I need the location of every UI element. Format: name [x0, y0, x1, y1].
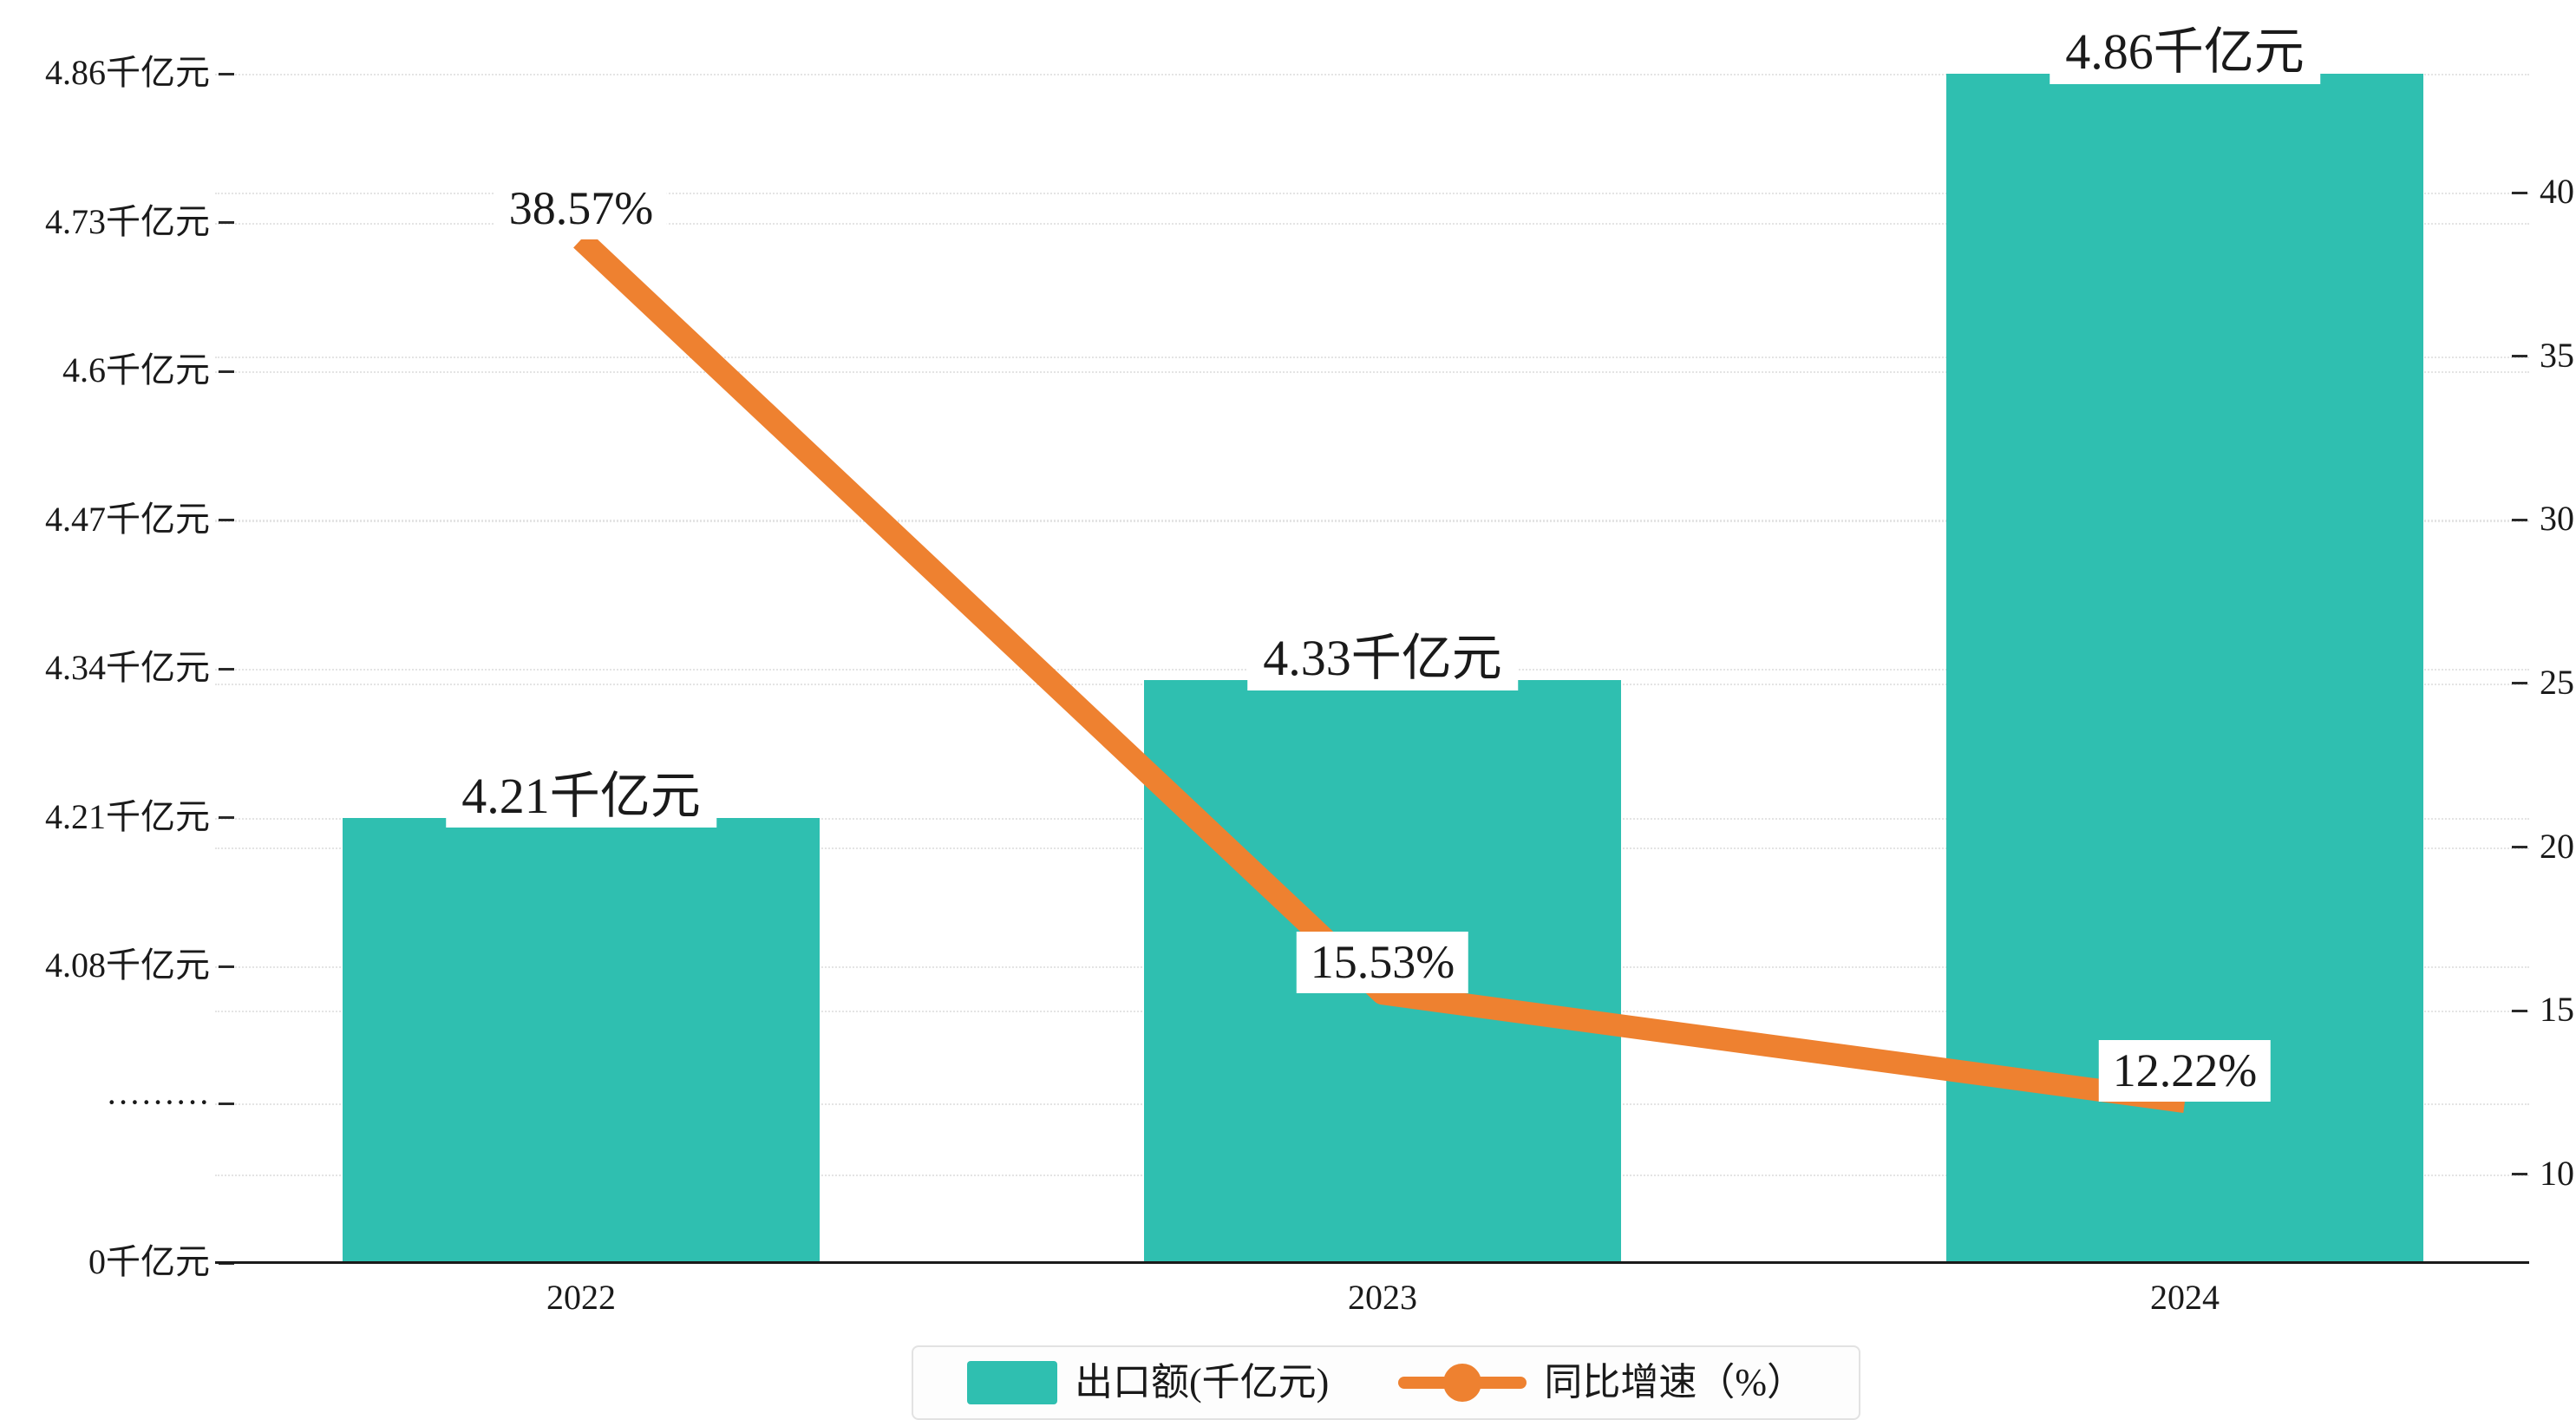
bar-value-label: 4.33千亿元	[1247, 626, 1518, 690]
gridline	[215, 193, 2529, 194]
legend-item-line: 同比增速（%）	[1398, 1362, 1805, 1404]
left-tick-mark	[219, 667, 234, 671]
left-tick-mark	[219, 816, 234, 819]
gridline	[215, 520, 2529, 522]
line-point-label: 15.53%	[1296, 932, 1469, 994]
left-tick-mark	[219, 965, 234, 968]
x-axis-line	[215, 1261, 2529, 1264]
left-axis-tick-label: 4.6千亿元	[62, 350, 210, 389]
line-point-label: 12.22%	[2098, 1040, 2272, 1102]
right-tick-mark	[2512, 1009, 2527, 1012]
left-tick-mark	[219, 1102, 234, 1105]
legend-label: 出口额(千亿元)	[1075, 1361, 1330, 1404]
right-axis-tick-label: 20	[2540, 826, 2574, 866]
bar-2022	[343, 817, 820, 1263]
left-axis-tick-label: 4.21千亿元	[45, 796, 210, 836]
right-tick-mark	[2512, 846, 2527, 849]
legend-label: 同比增速（%）	[1544, 1361, 1805, 1404]
legend: 出口额(千亿元) 同比增速（%）	[912, 1345, 1860, 1420]
x-axis-label: 2023	[1348, 1278, 1417, 1317]
gridline	[215, 371, 2529, 373]
legend-bar-swatch	[967, 1361, 1058, 1404]
growth-line	[573, 231, 2187, 1113]
right-axis-tick-label: 30	[2540, 499, 2574, 539]
left-axis-tick-label: 4.73千亿元	[45, 201, 210, 241]
left-axis-tick-label: 4.08千亿元	[45, 946, 210, 985]
x-axis-label: 2024	[2150, 1278, 2220, 1317]
right-tick-mark	[2512, 191, 2527, 194]
line-point-label: 38.57%	[494, 178, 668, 239]
right-axis-tick-label: 40	[2540, 172, 2574, 211]
gridline	[215, 74, 2529, 75]
gridline	[215, 222, 2529, 225]
legend-line-marker	[1398, 1362, 1527, 1404]
left-axis-tick-label: 4.47千亿元	[45, 499, 210, 539]
gridline	[215, 356, 2529, 358]
right-tick-mark	[2512, 355, 2527, 358]
bar-value-label: 4.86千亿元	[2050, 20, 2320, 84]
legend-item-bars: 出口额(千亿元)	[967, 1361, 1329, 1404]
left-tick-mark	[219, 370, 234, 373]
right-tick-mark	[2512, 682, 2527, 685]
right-axis-tick-label: 10	[2540, 1153, 2574, 1193]
left-tick-mark	[219, 519, 234, 521]
left-axis-tick-label: 0千亿元	[88, 1242, 210, 1281]
right-tick-mark	[2512, 518, 2527, 521]
right-axis-tick-label: 25	[2540, 662, 2574, 702]
right-axis-tick-label: 35	[2540, 335, 2574, 375]
right-axis-tick-label: 15	[2540, 990, 2574, 1030]
right-tick-mark	[2512, 1173, 2527, 1176]
left-axis-tick-label: 4.34千亿元	[45, 648, 210, 687]
axis-break-dots: ·········	[106, 1083, 210, 1122]
left-axis-tick-label: 4.86千亿元	[45, 53, 210, 92]
bar-value-label: 4.21千亿元	[446, 763, 716, 828]
left-tick-mark	[219, 221, 234, 224]
x-axis-label: 2022	[546, 1278, 616, 1317]
left-tick-mark	[219, 72, 234, 75]
legend-line-dot-icon	[1443, 1364, 1482, 1402]
